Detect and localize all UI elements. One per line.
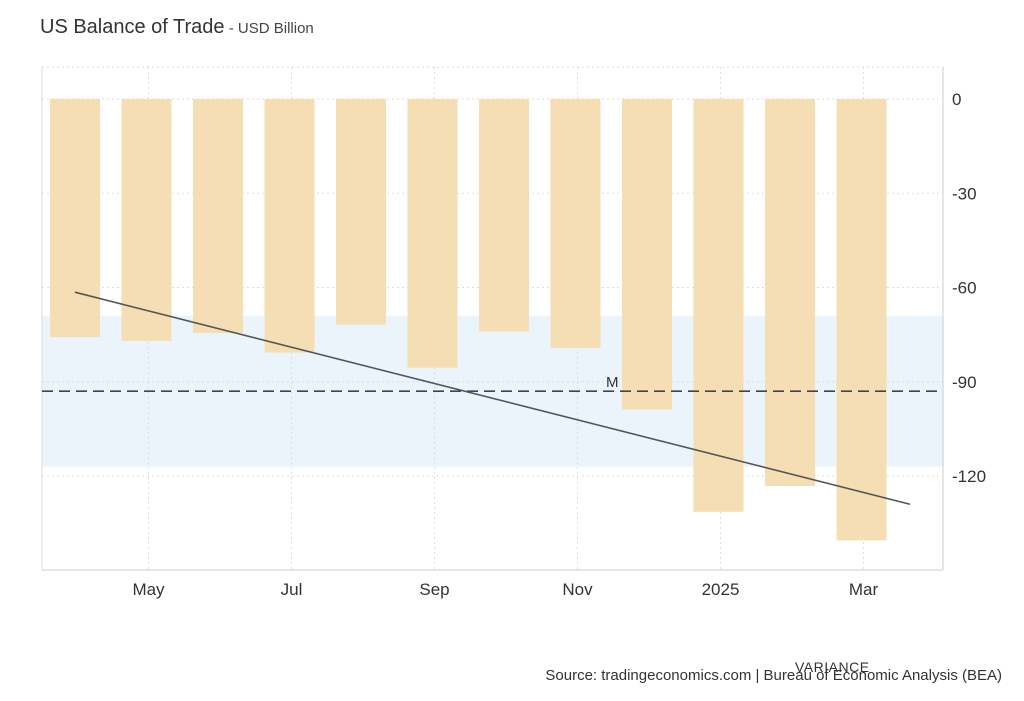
x-tick-label: Nov bbox=[562, 580, 593, 599]
title-text: US Balance of Trade bbox=[40, 16, 225, 38]
bar bbox=[550, 99, 601, 348]
mean-label: M bbox=[606, 374, 619, 391]
y-tick-label: -90 bbox=[952, 373, 977, 392]
variance-label: VARIANCE bbox=[795, 659, 870, 675]
y-tick-label: -60 bbox=[952, 279, 977, 298]
x-tick-label: Jul bbox=[281, 580, 303, 599]
bar bbox=[121, 99, 172, 341]
x-tick-label: Mar bbox=[849, 580, 879, 599]
bar bbox=[836, 99, 887, 541]
y-tick-label: -120 bbox=[952, 467, 986, 486]
bar bbox=[193, 99, 243, 334]
y-tick-label: 0 bbox=[952, 90, 961, 109]
bar bbox=[622, 99, 672, 410]
chart-title: US Balance of Trade - USD Billion bbox=[40, 16, 314, 39]
x-tick-label: Sep bbox=[419, 580, 449, 599]
title-unit: USD Billion bbox=[237, 20, 314, 37]
bar bbox=[50, 99, 100, 338]
bar bbox=[336, 99, 386, 325]
source-note: Source: tradingeconomics.com | Bureau of… bbox=[545, 667, 1002, 684]
y-tick-label: -30 bbox=[952, 184, 977, 203]
trend-line bbox=[74, 291, 911, 506]
bar bbox=[765, 99, 815, 487]
bar bbox=[693, 99, 744, 512]
title-separator: - bbox=[224, 20, 238, 37]
bar bbox=[479, 99, 529, 332]
bar bbox=[407, 99, 458, 368]
x-tick-label: May bbox=[132, 580, 165, 599]
x-tick-label: 2025 bbox=[702, 580, 740, 599]
bar bbox=[264, 99, 315, 353]
